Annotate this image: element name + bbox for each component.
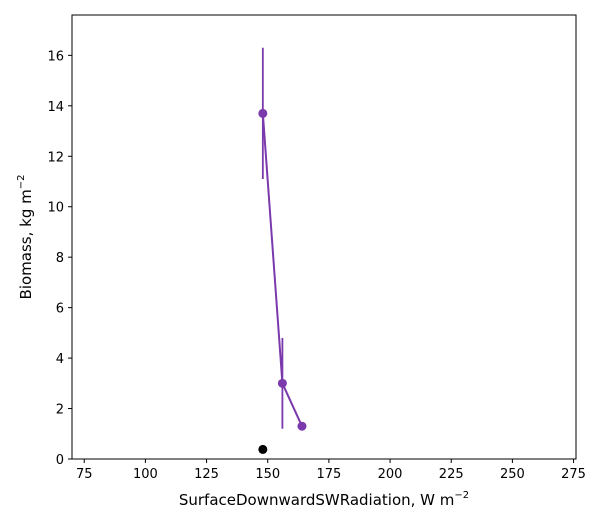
x-axis-title-exponent: −2 [454,490,469,501]
y-tick-label: 2 [56,403,64,418]
y-tick-label: 10 [47,201,64,216]
x-tick-label: 100 [133,467,158,482]
y-tick-label: 4 [56,352,64,367]
y-tick-label: 12 [47,150,64,165]
x-tick-label: 175 [316,467,341,482]
y-axis-title-text: Biomass, kg m [17,189,35,299]
y-tick-label: 14 [47,100,64,115]
plot-frame [71,14,577,460]
y-axis-title: Biomass, kg m−2 [16,175,35,300]
x-axis-title: SurfaceDownwardSWRadiation, W m−2 [179,490,469,509]
x-axis-ticks: 75 100 125 150 175 200 225 250 275 [76,459,586,482]
data-point [258,444,268,454]
data-point [277,378,287,388]
x-tick-label: 200 [378,467,403,482]
y-axis-ticks: 0 2 4 6 8 10 12 14 16 [47,49,72,468]
y-tick-label: 0 [56,453,64,468]
x-tick-label: 125 [194,467,219,482]
x-tick-label: 275 [561,467,586,482]
series-layer [258,47,307,454]
y-tick-label: 16 [47,49,64,64]
y-tick-label: 8 [56,251,64,266]
y-axis-title-exponent: −2 [16,175,27,190]
x-tick-label: 150 [255,467,280,482]
y-tick-label: 6 [56,302,64,317]
x-tick-label: 225 [439,467,464,482]
data-point [297,421,307,431]
x-tick-label: 250 [500,467,525,482]
x-axis-title-text: SurfaceDownwardSWRadiation, W m [179,491,455,509]
x-tick-label: 75 [76,467,93,482]
data-point [258,108,268,118]
